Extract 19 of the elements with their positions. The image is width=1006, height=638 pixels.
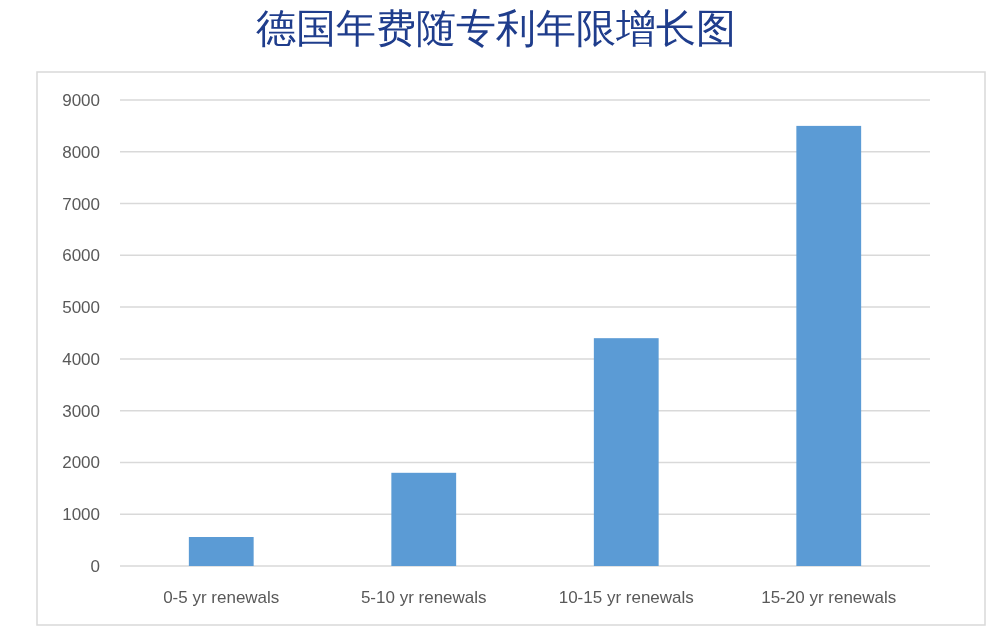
y-tick-label: 2000 xyxy=(62,453,100,473)
y-tick-label: 7000 xyxy=(62,194,100,214)
x-tick-label: 10-15 yr renewals xyxy=(558,588,694,607)
bar xyxy=(593,338,659,566)
x-tick-label: 0-5 yr renewals xyxy=(163,588,280,607)
y-tick-label: 1000 xyxy=(62,505,100,525)
x-tick-label: 5-10 yr renewals xyxy=(360,588,487,607)
y-tick-label: 0 xyxy=(90,556,100,576)
y-tick-label: 5000 xyxy=(62,298,100,318)
bar xyxy=(796,125,862,566)
x-tick-label: 15-20 yr renewals xyxy=(761,588,897,607)
y-tick-label: 9000 xyxy=(62,90,100,110)
y-tick-label: 6000 xyxy=(62,246,100,266)
bar xyxy=(391,472,457,566)
y-tick-label: 4000 xyxy=(62,349,100,369)
y-tick-label: 3000 xyxy=(62,401,100,421)
bar xyxy=(188,537,254,566)
y-tick-label: 8000 xyxy=(62,142,100,162)
chart-title: 德国年费随专利年限增长图 xyxy=(256,5,736,51)
